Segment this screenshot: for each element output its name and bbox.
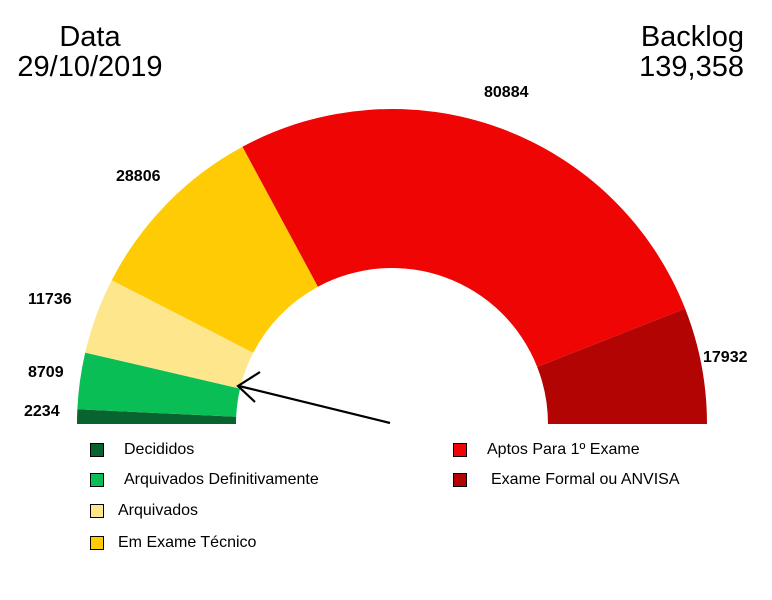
legend-swatch-decididos	[90, 443, 104, 457]
legend-item-arquivados-definitivamente: Arquivados Definitivamente	[90, 471, 319, 489]
data-label: 17932	[703, 349, 748, 366]
legend-swatch-exame-formal-ou-anvisa	[453, 473, 467, 487]
legend-label: Em Exame Técnico	[118, 534, 256, 552]
legend-item-aptos-para-1-exame: Aptos Para 1º Exame	[453, 441, 640, 459]
segment-aptos-para-1-exame	[242, 109, 685, 367]
arrow-line	[239, 386, 390, 423]
data-label: 28806	[116, 168, 161, 185]
data-label: 11736	[28, 291, 72, 308]
legend-swatch-arquivados	[90, 504, 104, 518]
legend-swatch-em-exame-tecnico	[90, 536, 104, 550]
data-label: 8709	[28, 364, 64, 381]
legend-swatch-aptos-para-1-exame	[453, 443, 467, 457]
data-label: 2234	[24, 403, 60, 420]
legend-label: Arquivados	[118, 502, 198, 520]
legend-label: Exame Formal ou ANVISA	[491, 471, 680, 489]
data-label: 80884	[484, 84, 529, 101]
legend-item-em-exame-tecnico: Em Exame Técnico	[90, 534, 256, 552]
legend-label: Decididos	[124, 441, 194, 459]
arrow-annotation	[238, 372, 390, 423]
chart-segments	[77, 109, 707, 424]
legend-label: Arquivados Definitivamente	[124, 471, 319, 489]
legend-label: Aptos Para 1º Exame	[487, 441, 640, 459]
legend-swatch-arquivados-definitivamente	[90, 473, 104, 487]
legend-item-arquivados: Arquivados	[90, 502, 198, 520]
legend-item-decididos: Decididos	[90, 441, 194, 459]
legend-item-exame-formal-ou-anvisa: Exame Formal ou ANVISA	[453, 471, 680, 489]
